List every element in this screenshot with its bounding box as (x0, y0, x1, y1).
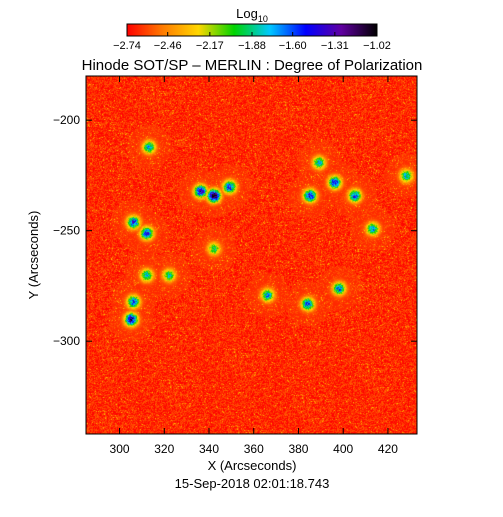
y-axis-label: Y (Arcseconds) (26, 211, 41, 300)
x-tick-label: 300 (110, 442, 130, 456)
colorbar-tick-label: −1.31 (321, 40, 349, 52)
heatmap-image-holder (86, 76, 417, 434)
y-tick-label: −200 (53, 113, 80, 127)
y-tick-label: −300 (53, 334, 80, 348)
x-axis-label: X (Arcseconds) (208, 458, 297, 473)
colorbar-tick-label: −1.88 (238, 40, 266, 52)
colorbar-tick-label: −1.02 (363, 40, 391, 52)
x-tick-label: 360 (244, 442, 264, 456)
x-tick-label: 400 (333, 442, 353, 456)
x-tick-label: 420 (378, 442, 398, 456)
colorbar-tick-label: −2.74 (113, 40, 141, 52)
colorbar-tick-label: −2.17 (196, 40, 224, 52)
x-tick-label: 320 (154, 442, 174, 456)
plot-frame (85, 75, 418, 435)
colorbar-tick-label: −1.60 (279, 40, 307, 52)
x-tick-label: 340 (199, 442, 219, 456)
y-tick-label: −250 (53, 224, 80, 238)
heatmap-image (86, 76, 417, 434)
x-axis: 300 320 340 360 380 400 420 (110, 76, 398, 456)
colorbar-label: Log10 (236, 6, 268, 24)
x-tick-label: 380 (288, 442, 308, 456)
colorbar-tick-label: −2.46 (154, 40, 182, 52)
colorbar-ticks: −2.74 −2.46 −2.17 −1.88 −1.60 −1.31 −1.02 (113, 32, 391, 52)
y-axis: −200 −250 −300 (53, 113, 417, 348)
observation-timestamp: 15-Sep-2018 02:01:18.743 (175, 476, 330, 491)
chart-title: Hinode SOT/SP – MERLIN : Degree of Polar… (82, 57, 423, 74)
